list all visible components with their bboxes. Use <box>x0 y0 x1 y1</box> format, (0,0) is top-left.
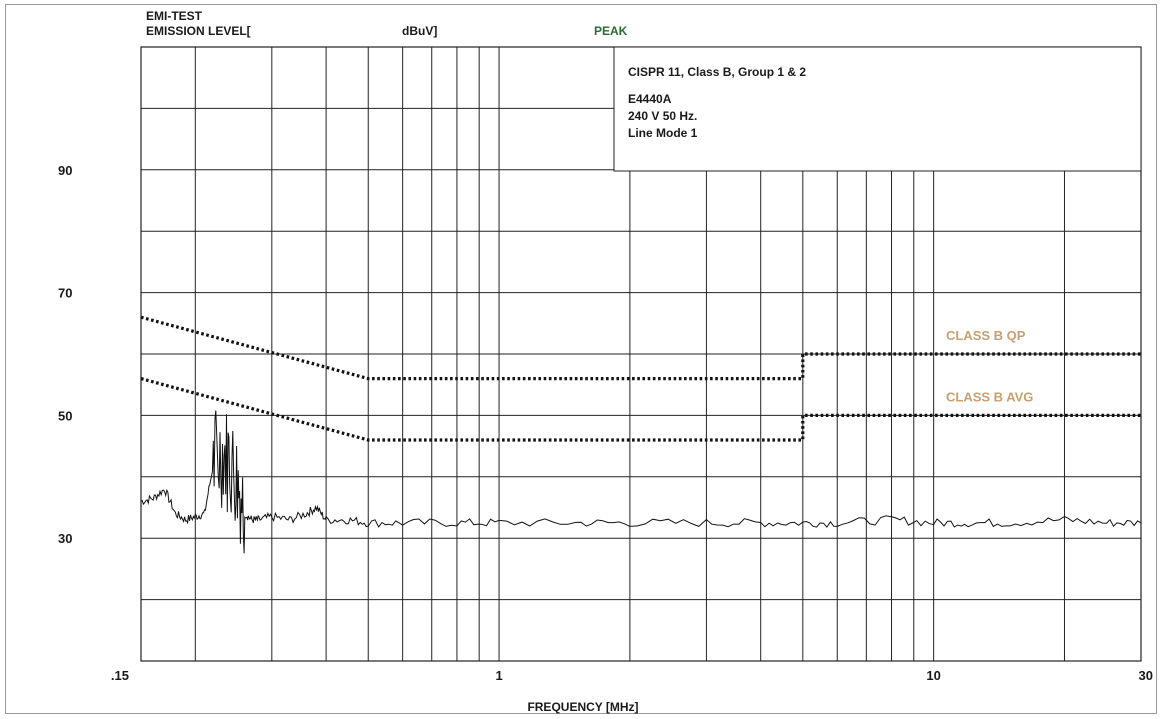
y-tick-label: 90 <box>58 163 72 178</box>
y-tick-label: 70 <box>58 286 72 301</box>
y-gridlines <box>141 107 1141 601</box>
info-line-mode: Line Mode 1 <box>628 126 698 140</box>
detector-mode: PEAK <box>594 24 628 38</box>
x-tick-label: 10 <box>926 668 940 683</box>
chart-frame: CISPR 11, Class B, Group 1 & 2 E4440A 24… <box>5 4 1157 714</box>
series-labels: CLASS B QP CLASS B AVG <box>946 328 1033 404</box>
series-class-b-avg-line <box>140 377 1141 442</box>
info-line-standard: CISPR 11, Class B, Group 1 & 2 <box>628 65 806 79</box>
y-tick-label: 30 <box>58 531 72 546</box>
series-peak-trace <box>140 410 1142 554</box>
y-tick-label: 50 <box>58 408 72 423</box>
y-axis-label: EMISSION LEVEL[ <box>146 24 251 38</box>
x-tick-label: 30 <box>1139 668 1153 683</box>
series-class-b-qp-line <box>140 315 1141 381</box>
x-tick-label: .15 <box>111 668 129 683</box>
info-line-instrument: E4440A <box>628 92 672 106</box>
y-axis-unit: dBuV] <box>402 24 437 38</box>
info-line-supply: 240 V 50 Hz. <box>628 109 697 123</box>
header-title: EMI-TEST <box>146 9 203 23</box>
emi-chart: CISPR 11, Class B, Group 1 & 2 E4440A 24… <box>58 9 1153 714</box>
label-class-b-qp: CLASS B QP <box>946 328 1026 343</box>
info-box <box>613 46 1142 172</box>
x-tick-label: 1 <box>495 668 502 683</box>
x-axis-label: FREQUENCY [MHz] <box>527 700 638 714</box>
label-class-b-avg: CLASS B AVG <box>946 389 1033 404</box>
series-layer <box>140 315 1142 554</box>
tick-labels: 30 50 70 90 .15 1 10 30 <box>58 163 1153 683</box>
